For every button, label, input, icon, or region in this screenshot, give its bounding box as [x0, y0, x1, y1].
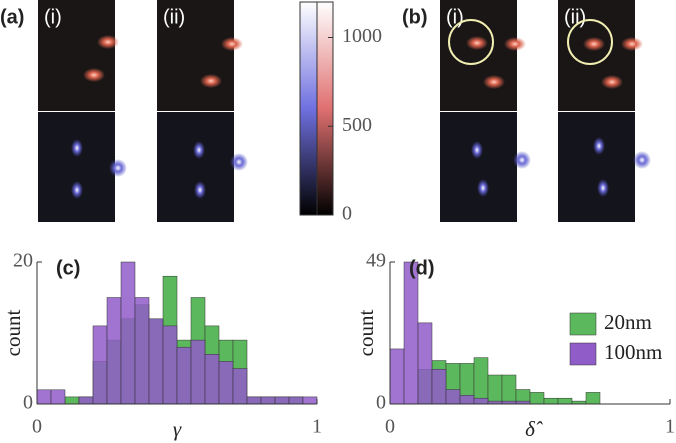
bar — [487, 374, 503, 405]
legend-label: 20nm — [604, 310, 652, 334]
image-blue — [440, 112, 517, 222]
panel-label: (c) — [56, 257, 80, 279]
x-axis-label: γ — [173, 417, 182, 441]
legend-label: 100nm — [604, 340, 662, 364]
spot — [633, 151, 651, 169]
bar — [92, 325, 108, 405]
bar — [459, 395, 475, 405]
legend-swatch — [569, 342, 597, 366]
bar — [389, 348, 405, 405]
bar — [260, 396, 276, 405]
image-blue — [558, 112, 635, 222]
bar — [218, 361, 234, 405]
bar — [585, 392, 601, 405]
panel-label: (b) — [402, 6, 428, 28]
bar — [403, 261, 419, 405]
bar — [190, 339, 206, 405]
bar — [274, 396, 290, 405]
bar — [148, 318, 164, 405]
spot — [71, 139, 83, 157]
x-axis-label: δ̂ — [525, 417, 543, 441]
bar — [176, 346, 192, 405]
spot — [513, 151, 531, 169]
y-tick-label: 0 — [376, 392, 386, 414]
bar — [529, 392, 545, 405]
sub-label: (ii) — [163, 6, 185, 28]
spot — [504, 37, 526, 51]
spot — [466, 36, 488, 50]
y-tick-label: 0 — [23, 392, 33, 414]
bar — [501, 374, 517, 405]
y-axis-label: count — [354, 310, 378, 357]
spot — [593, 137, 605, 155]
spot — [71, 181, 83, 199]
image-red — [558, 0, 635, 111]
bar — [473, 357, 489, 405]
bar — [204, 354, 220, 405]
micrographs — [38, 0, 651, 222]
colorbar-tick-label: 0 — [342, 203, 352, 225]
spot — [109, 159, 127, 177]
bar — [232, 368, 248, 405]
spot — [221, 37, 243, 51]
spot — [621, 37, 643, 51]
x-tick-label: 1 — [665, 416, 675, 438]
image-blue — [38, 112, 115, 222]
bar — [106, 297, 122, 405]
bar — [417, 322, 433, 405]
y-tick-label: 20 — [13, 250, 33, 272]
y-axis-label: count — [1, 310, 25, 357]
spot — [483, 75, 505, 89]
spot — [200, 74, 222, 88]
highlight-circle — [567, 19, 613, 65]
panel-label: (d) — [409, 257, 435, 279]
bar — [543, 397, 559, 405]
bar — [246, 396, 262, 405]
spot — [583, 37, 605, 51]
spot — [97, 35, 119, 49]
colorbar-red — [316, 1, 334, 216]
spot — [230, 153, 248, 171]
x-tick-label: 0 — [32, 416, 42, 438]
bar — [445, 389, 461, 405]
spot — [471, 141, 483, 159]
image-blue — [157, 112, 234, 222]
bar — [557, 397, 573, 405]
colorbar-tick-label: 1000 — [342, 25, 382, 47]
spot — [194, 181, 206, 199]
bar — [78, 396, 94, 405]
sub-label: (i) — [446, 6, 464, 28]
legend-swatch — [569, 312, 597, 336]
panel-label: (a) — [0, 6, 24, 28]
y-tick-label: 49 — [366, 250, 386, 272]
colorbar-tick-label: 500 — [342, 114, 372, 136]
spot — [601, 75, 623, 89]
highlight-circle — [448, 19, 494, 65]
image-red — [38, 0, 115, 111]
x-tick-label: 0 — [385, 416, 395, 438]
scale-bar — [637, 205, 659, 210]
bar — [288, 396, 304, 405]
spot — [83, 68, 105, 82]
bar — [162, 325, 178, 405]
bar — [134, 297, 150, 405]
colorbar-blue — [299, 1, 318, 216]
spot — [193, 141, 205, 159]
bar — [120, 261, 136, 405]
bar — [302, 396, 318, 405]
sub-label: (i) — [44, 6, 62, 28]
bar — [64, 396, 80, 405]
bar — [473, 397, 489, 405]
spot — [477, 179, 489, 197]
spot — [597, 179, 609, 197]
x-tick-label: 1 — [312, 416, 322, 438]
bar — [431, 368, 447, 405]
bar — [36, 389, 52, 405]
image-red — [157, 0, 234, 111]
bar — [50, 389, 66, 405]
